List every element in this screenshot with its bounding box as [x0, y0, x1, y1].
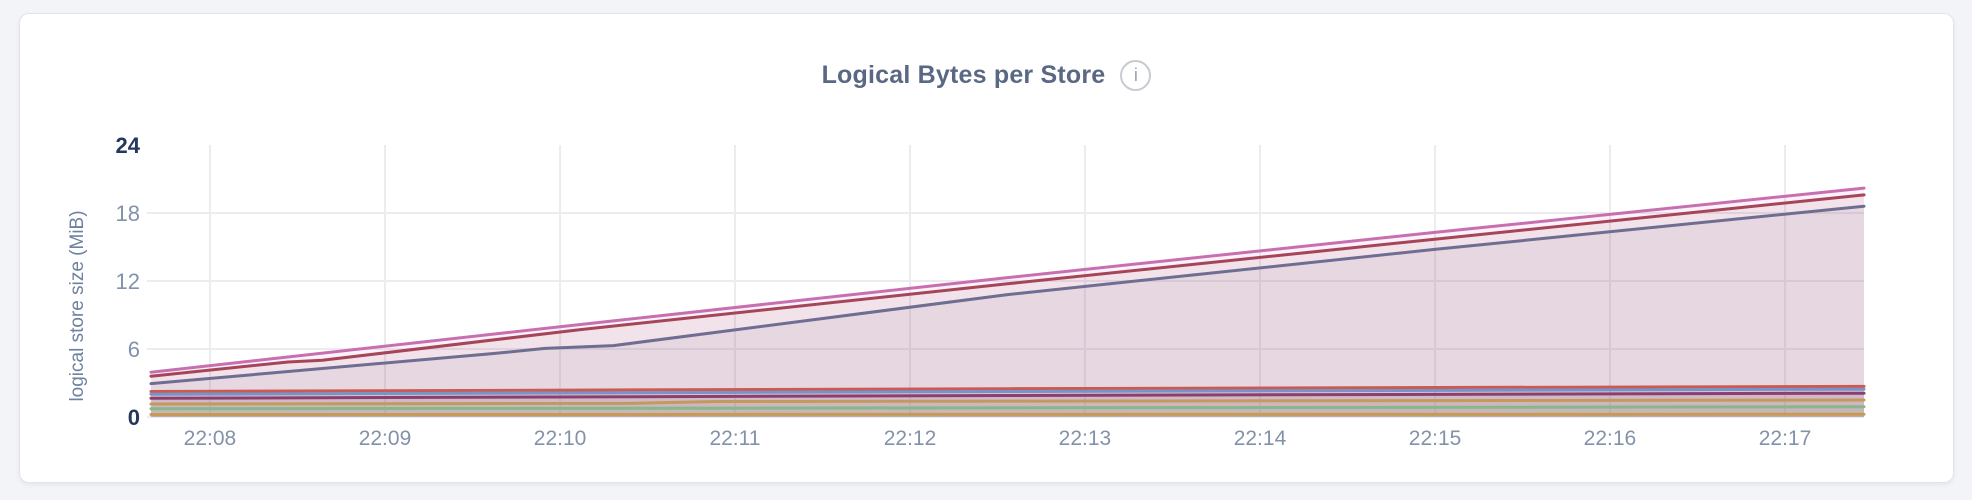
- x-tick-label: 22:15: [1409, 427, 1462, 450]
- x-tick-label: 22:16: [1584, 427, 1637, 450]
- x-tick-label: 22:08: [184, 427, 237, 450]
- y-tick-label: 18: [116, 201, 140, 226]
- series-1-area: [151, 188, 1864, 417]
- chart-header: Logical Bytes per Store i: [20, 60, 1953, 91]
- series-8-line: [149, 405, 1866, 411]
- x-tick-label: 22:13: [1059, 427, 1112, 450]
- y-tick-label: 6: [128, 337, 140, 362]
- x-tick-label: 22:10: [534, 427, 587, 450]
- series-4-line: [149, 384, 1866, 393]
- y-tick-label: 24: [116, 133, 141, 158]
- x-tick-label: 22:17: [1759, 427, 1812, 450]
- x-tick-label: 22:14: [1234, 427, 1287, 450]
- x-tick-label: 22:09: [359, 427, 412, 450]
- x-tick-label: 22:12: [884, 427, 937, 450]
- y-tick-label: 12: [116, 269, 140, 294]
- series-3-area: [151, 206, 1864, 417]
- series-7-line: [149, 398, 1866, 406]
- x-tick-label: 22:11: [709, 427, 760, 450]
- y-tick-label: 0: [128, 405, 140, 430]
- series-3-line: [149, 204, 1866, 386]
- series-2-line: [149, 193, 1866, 378]
- series-1-line: [149, 186, 1866, 374]
- series-5-line: [149, 387, 1866, 396]
- chart-title: Logical Bytes per Store: [821, 61, 1106, 89]
- series-6-line: [149, 391, 1866, 400]
- info-icon[interactable]: i: [1120, 60, 1152, 91]
